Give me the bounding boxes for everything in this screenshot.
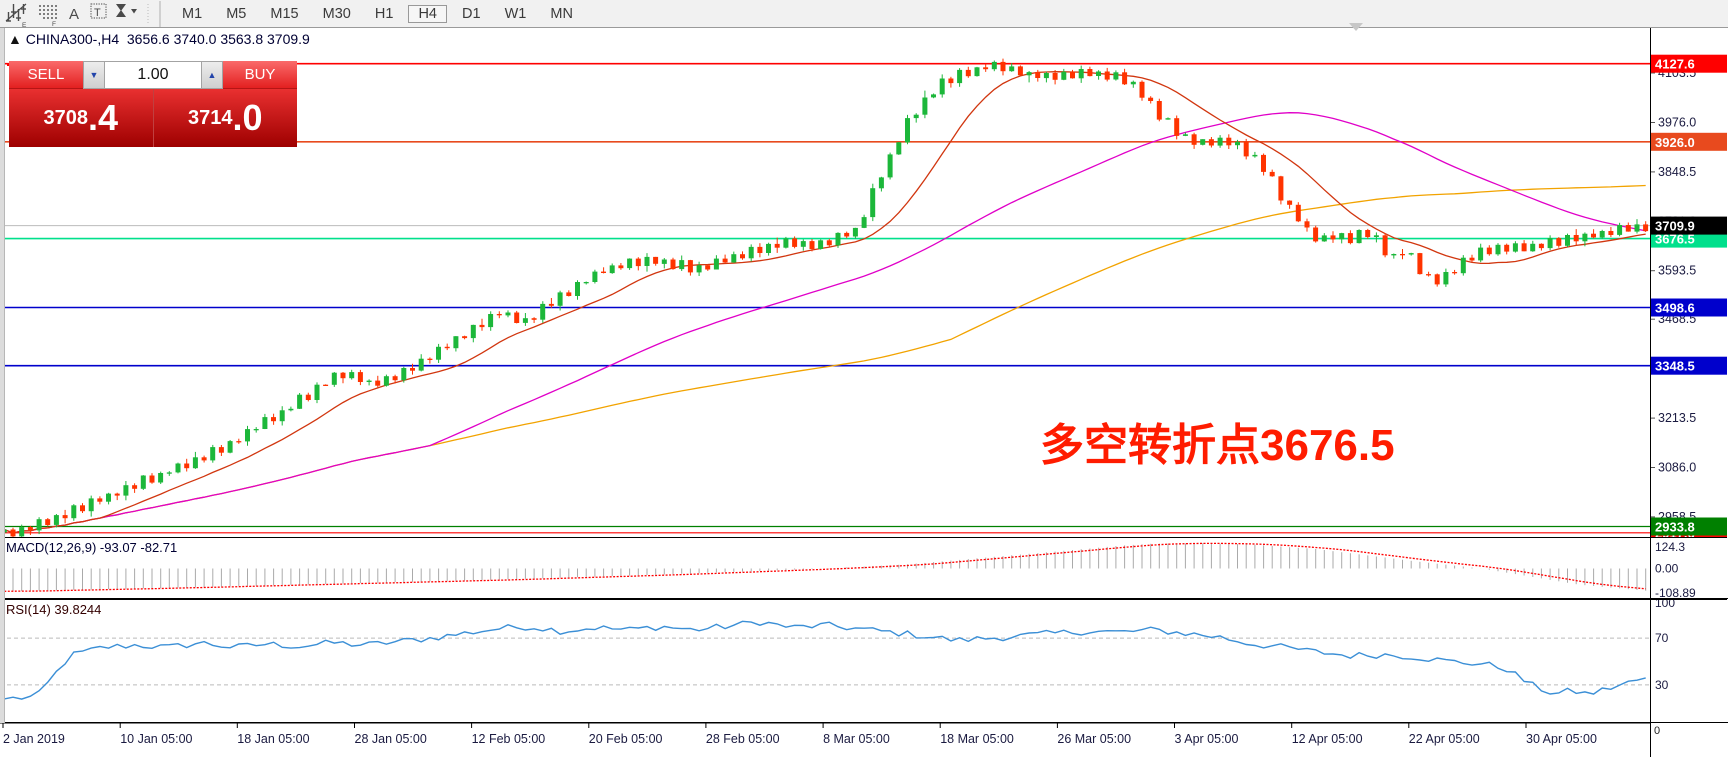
svg-text:18 Jan 05:00: 18 Jan 05:00 [237,732,309,746]
svg-text:28 Feb 05:00: 28 Feb 05:00 [706,732,780,746]
svg-text:3498.6: 3498.6 [1655,301,1695,316]
svg-text:30 Apr 05:00: 30 Apr 05:00 [1526,732,1597,746]
svg-text:70: 70 [1655,631,1669,645]
svg-text:3 Apr 05:00: 3 Apr 05:00 [1175,732,1239,746]
svg-text:3348.5: 3348.5 [1655,359,1695,374]
svg-text:3593.5: 3593.5 [1658,264,1696,278]
svg-text:-108.89: -108.89 [1655,586,1696,599]
svg-text:30: 30 [1655,678,1669,692]
svg-text:12 Apr 05:00: 12 Apr 05:00 [1292,732,1363,746]
svg-text:3213.5: 3213.5 [1658,411,1696,425]
svg-text:A: A [69,6,79,23]
svg-text:3709.9: 3709.9 [1655,219,1695,234]
svg-text:124.3: 124.3 [1655,540,1685,554]
svg-text:F: F [52,21,56,28]
svg-text:3086.0: 3086.0 [1658,461,1696,475]
svg-text:28 Jan 05:00: 28 Jan 05:00 [355,732,427,746]
svg-text:8 Mar 05:00: 8 Mar 05:00 [823,732,890,746]
svg-text:18 Mar 05:00: 18 Mar 05:00 [940,732,1014,746]
svg-text:3976.0: 3976.0 [1658,116,1696,130]
svg-text:0.00: 0.00 [1655,562,1679,576]
svg-text:100: 100 [1655,600,1675,610]
svg-text:20 Feb 05:00: 20 Feb 05:00 [589,732,663,746]
svg-text:26 Mar 05:00: 26 Mar 05:00 [1057,732,1131,746]
svg-text:3848.5: 3848.5 [1658,165,1696,179]
svg-text:多空转折点3676.5: 多空转折点3676.5 [1040,421,1395,470]
svg-text:2 Jan 2019: 2 Jan 2019 [3,732,65,746]
svg-text:T: T [94,7,101,19]
svg-text:4127.6: 4127.6 [1655,57,1695,72]
svg-text:22 Apr 05:00: 22 Apr 05:00 [1409,732,1480,746]
svg-text:12 Feb 05:00: 12 Feb 05:00 [472,732,546,746]
svg-text:2933.8: 2933.8 [1655,520,1695,535]
svg-text:3926.0: 3926.0 [1655,135,1695,150]
svg-text:10 Jan 05:00: 10 Jan 05:00 [120,732,192,746]
